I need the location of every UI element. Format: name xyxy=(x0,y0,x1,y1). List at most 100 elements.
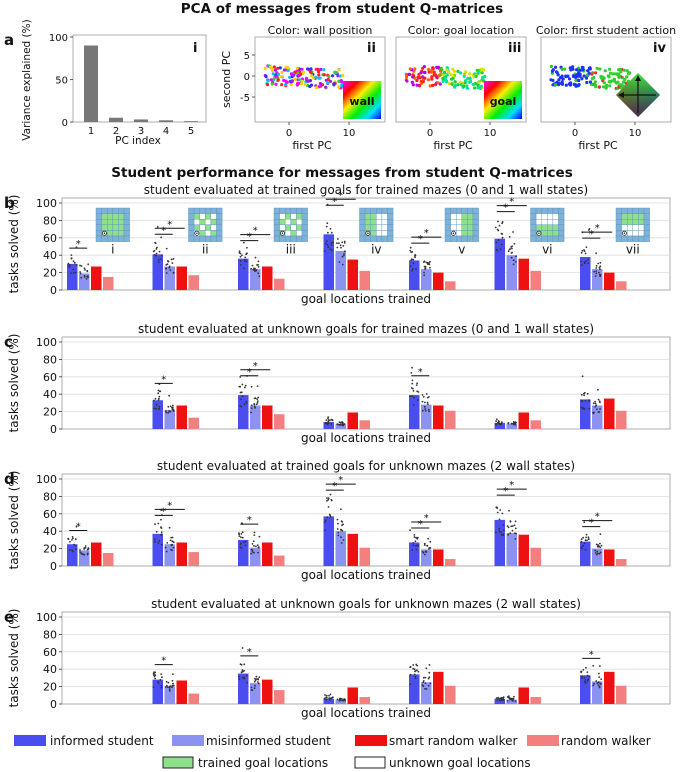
data-point xyxy=(160,258,162,260)
pca-point xyxy=(441,73,445,77)
maze-cell xyxy=(106,230,113,237)
maze-cell xyxy=(541,224,548,231)
pca-point xyxy=(263,66,267,70)
data-point xyxy=(415,548,418,551)
maze-cell xyxy=(381,218,388,225)
data-point xyxy=(257,678,260,681)
maze-cell xyxy=(472,218,479,225)
data-point xyxy=(594,405,597,408)
data-point xyxy=(583,676,586,679)
panel-e: e student evaluated at unknown goals for … xyxy=(4,597,671,720)
variance-bar xyxy=(134,119,148,122)
data-point xyxy=(495,248,498,251)
pca-point xyxy=(326,77,330,82)
pca-point xyxy=(566,74,570,78)
bar-smart xyxy=(176,405,187,429)
pca-point xyxy=(597,85,601,89)
pca-roman: iv xyxy=(653,41,666,56)
panel-b: b student evaluated at trained goals for … xyxy=(4,183,671,306)
data-point xyxy=(158,407,160,410)
data-point xyxy=(337,534,340,537)
bar-smart xyxy=(518,687,529,704)
data-point xyxy=(324,521,326,524)
maze-cell xyxy=(301,235,308,242)
data-point xyxy=(169,405,172,408)
maze-cell xyxy=(530,230,537,237)
maze-cell xyxy=(461,235,468,242)
maze-cell xyxy=(450,224,457,231)
maze-cell xyxy=(290,207,297,214)
pca-point xyxy=(276,78,280,82)
data-point xyxy=(158,405,161,408)
data-point xyxy=(580,264,583,267)
data-point xyxy=(330,231,333,234)
data-point xyxy=(240,533,243,535)
significance-star: * xyxy=(338,190,343,201)
data-point xyxy=(69,540,71,543)
pca-point xyxy=(445,73,449,77)
data-point xyxy=(327,506,330,508)
data-point xyxy=(83,548,85,550)
data-point xyxy=(599,682,602,685)
data-point xyxy=(341,263,344,266)
data-point xyxy=(494,226,497,229)
pca-panel-iii: Color: goal location iii goal 0 10 first PC xyxy=(395,24,527,152)
maze-cell xyxy=(106,207,113,214)
data-point xyxy=(328,694,330,697)
data-point xyxy=(157,392,160,395)
maze-cell xyxy=(376,224,383,231)
maze-cell xyxy=(472,235,479,242)
data-point xyxy=(426,545,429,547)
data-point xyxy=(513,242,516,245)
pca-point xyxy=(619,70,623,74)
data-point xyxy=(429,540,432,543)
pca-panel-title: Color: wall position xyxy=(268,24,373,37)
maze-cell xyxy=(199,218,206,225)
bar-informed xyxy=(409,395,420,429)
pca-point xyxy=(265,83,270,87)
data-point xyxy=(415,268,417,270)
pca-point xyxy=(264,75,268,79)
data-point xyxy=(332,696,334,699)
maze-cell xyxy=(547,224,554,231)
pca-point xyxy=(578,72,582,76)
pca-point xyxy=(266,79,270,83)
significance-star: * xyxy=(503,486,508,497)
maze-cell xyxy=(535,213,542,220)
bar-smart xyxy=(604,272,615,290)
data-point xyxy=(588,676,591,678)
data-point xyxy=(409,395,411,397)
data-point xyxy=(168,265,171,268)
maze-cell xyxy=(552,224,559,231)
arrow-head-left-icon xyxy=(618,92,624,98)
significance-star: * xyxy=(595,512,600,523)
agent-start-dot xyxy=(367,232,369,234)
data-point xyxy=(253,534,256,536)
variance-bar xyxy=(84,45,98,122)
bar-random xyxy=(530,547,541,566)
maze-cell xyxy=(118,213,125,220)
xlabel: goal locations trained xyxy=(301,568,431,582)
maze-cell xyxy=(364,207,371,214)
maze-cell xyxy=(285,230,292,237)
pca-point xyxy=(560,82,565,86)
data-point xyxy=(596,545,599,548)
data-point xyxy=(74,538,77,541)
data-point xyxy=(582,407,585,410)
data-point xyxy=(585,533,588,536)
pca-ytick-label: -5 xyxy=(240,93,250,104)
data-point xyxy=(409,265,412,267)
data-point xyxy=(87,263,90,266)
maze-cell xyxy=(615,230,622,237)
maze-cell xyxy=(558,224,565,231)
maze-cell xyxy=(279,224,286,231)
bar-informed xyxy=(238,258,249,290)
data-point xyxy=(511,245,514,248)
data-point xyxy=(508,697,511,700)
pca-roman: iii xyxy=(508,41,521,56)
bar-informed xyxy=(409,542,420,566)
ytick-label: 20 xyxy=(43,681,57,694)
maze-cell xyxy=(199,224,206,231)
pca-point xyxy=(293,77,297,81)
data-point xyxy=(425,551,428,553)
